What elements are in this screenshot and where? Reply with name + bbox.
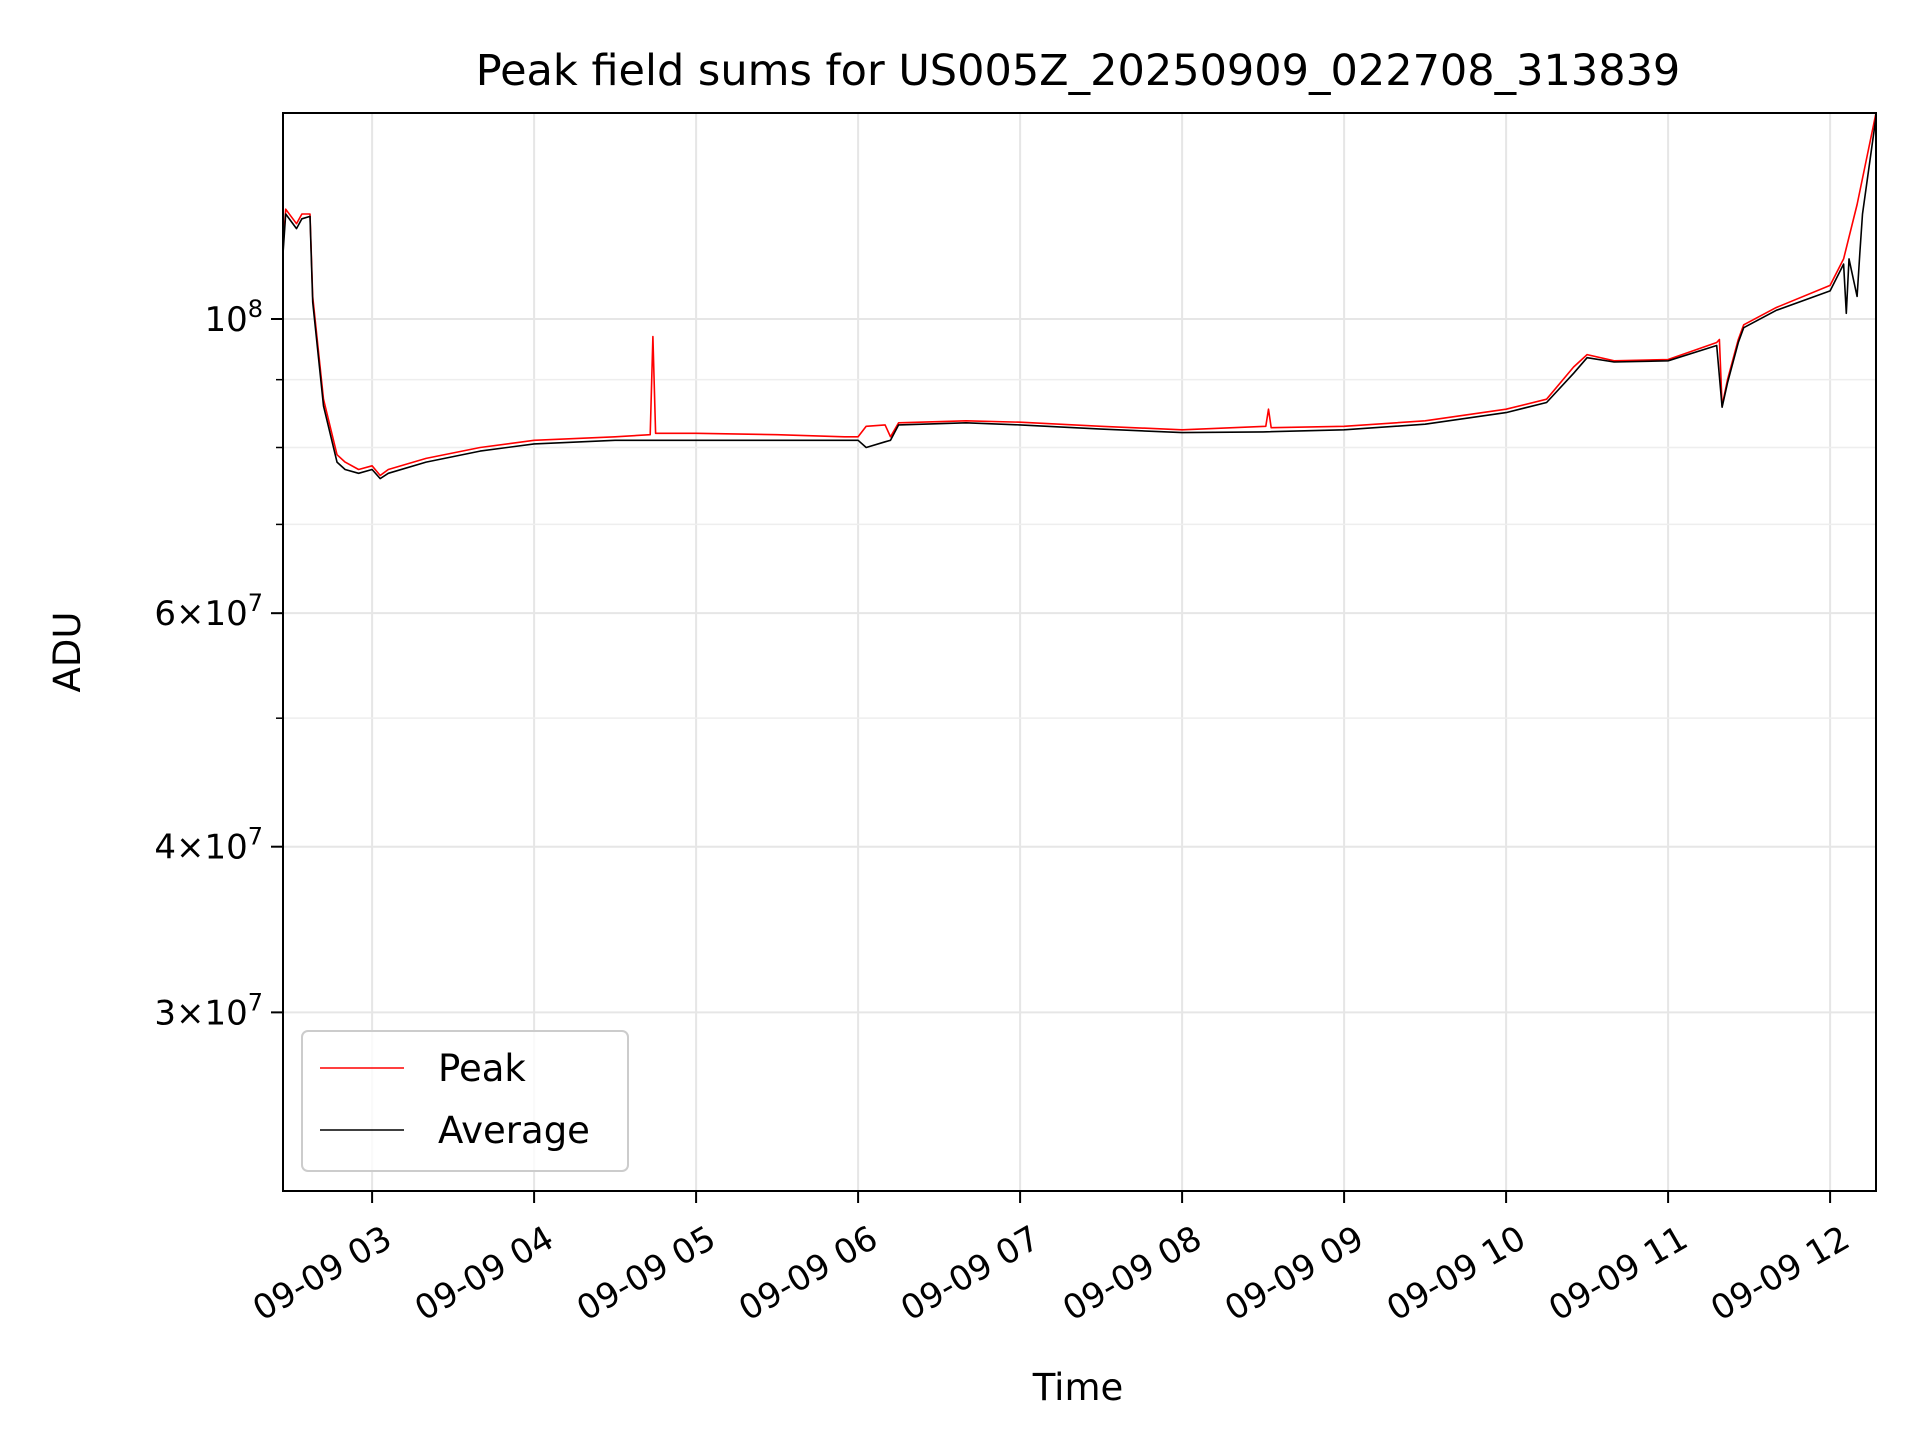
- y-axis-label: ADU: [46, 612, 89, 693]
- plot-frame: [282, 112, 1877, 1192]
- x-tick-label: 09-09 10: [1380, 1218, 1532, 1329]
- x-tick-label: 09-09 03: [246, 1218, 398, 1329]
- x-tick-label: 09-09 09: [1218, 1218, 1370, 1329]
- y-tick-label: 3×107: [154, 988, 263, 1033]
- legend: Peak Average: [301, 1030, 629, 1172]
- y-tick-label: 6×107: [154, 589, 263, 634]
- x-axis: 09-09 03 09-09 04 09-09 05 09-09 06 09-09 07…: [246, 1191, 1857, 1329]
- x-tick-label: 09-09 08: [1056, 1218, 1208, 1329]
- series-lines: [282, 112, 1877, 480]
- y-tick-label: 108: [204, 295, 263, 340]
- series-line-peak: [282, 112, 1877, 477]
- x-axis-label: Time: [1032, 1366, 1124, 1409]
- chart-title: Peak field sums for US005Z_20250909_0227…: [476, 46, 1681, 96]
- legend-label-average: Average: [438, 1109, 590, 1152]
- x-tick-label: 09-09 05: [570, 1218, 722, 1329]
- x-tick-label: 09-09 12: [1704, 1218, 1856, 1329]
- x-tick-label: 09-09 04: [408, 1218, 560, 1329]
- legend-box: [301, 1030, 629, 1172]
- x-tick-label: 09-09 11: [1542, 1218, 1694, 1329]
- series-line-average: [282, 116, 1877, 480]
- x-tick-label: 09-09 07: [894, 1218, 1046, 1329]
- grid: [283, 113, 1876, 1191]
- legend-label-peak: Peak: [438, 1047, 526, 1090]
- y-axis: 3×107 4×107 6×107 108: [154, 295, 283, 1033]
- x-tick-label: 09-09 06: [732, 1218, 884, 1329]
- y-tick-label: 4×107: [154, 823, 263, 868]
